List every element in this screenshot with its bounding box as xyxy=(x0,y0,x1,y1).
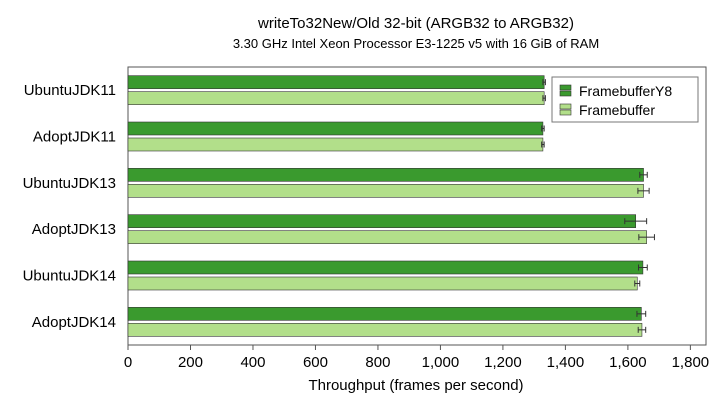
bar xyxy=(127,75,545,89)
x-tick-label: 1,600 xyxy=(609,354,647,371)
legend-swatch xyxy=(559,84,572,91)
bar xyxy=(127,184,644,198)
category-label: AdoptJDK14 xyxy=(32,314,116,331)
bar xyxy=(127,168,644,182)
legend-swatch xyxy=(559,90,572,97)
legend-label: FramebufferY8 xyxy=(579,83,672,99)
legend-swatch xyxy=(559,103,572,110)
category-label: UbuntuJDK13 xyxy=(23,175,116,192)
category-labels: UbuntuJDK11 AdoptJDK11 UbuntuJDK13 AdoptJDK… xyxy=(23,82,116,331)
category-label: UbuntuJDK14 xyxy=(23,268,116,285)
plot-area xyxy=(127,66,707,346)
legend-swatch xyxy=(559,109,572,116)
bar xyxy=(127,91,545,105)
bar xyxy=(127,276,638,291)
legend-label: Framebuffer xyxy=(579,102,655,118)
legend-box xyxy=(551,76,699,123)
bar xyxy=(127,121,544,136)
x-tick-label: 1,200 xyxy=(484,354,522,371)
bar xyxy=(127,323,643,337)
x-tick-label: 1,400 xyxy=(547,354,585,371)
x-tick-label: 800 xyxy=(365,354,390,371)
category-label: AdoptJDK13 xyxy=(32,221,116,238)
category-label: UbuntuJDK11 xyxy=(24,82,116,99)
x-tick-label: 200 xyxy=(178,354,203,371)
x-tick-label: 400 xyxy=(240,354,265,371)
bar xyxy=(127,214,637,228)
x-tick-label: 1,000 xyxy=(422,354,460,371)
legend: FramebufferY8 Framebuffer xyxy=(551,76,699,123)
chart-title: writeTo32New/Old 32-bit (ARGB32 to ARGB3… xyxy=(257,15,574,32)
error-bars-group xyxy=(541,79,655,333)
x-axis-label: Throughput (frames per second) xyxy=(308,377,523,394)
x-tick-label: 0 xyxy=(124,354,132,371)
bar xyxy=(127,230,647,244)
x-tick-label: 1,800 xyxy=(672,354,710,371)
bar xyxy=(127,260,644,275)
category-label: AdoptJDK11 xyxy=(33,129,116,146)
bar xyxy=(127,137,544,152)
x-tick-label: 600 xyxy=(303,354,328,371)
x-axis-ticks: 0 200 400 600 800 1,000 1,200 1,400 1,600 1,800 xyxy=(124,345,709,371)
plot-border xyxy=(127,66,707,346)
bar xyxy=(127,307,642,321)
chart-subtitle: 3.30 GHz Intel Xeon Processor E3-1225 v5… xyxy=(233,36,599,51)
